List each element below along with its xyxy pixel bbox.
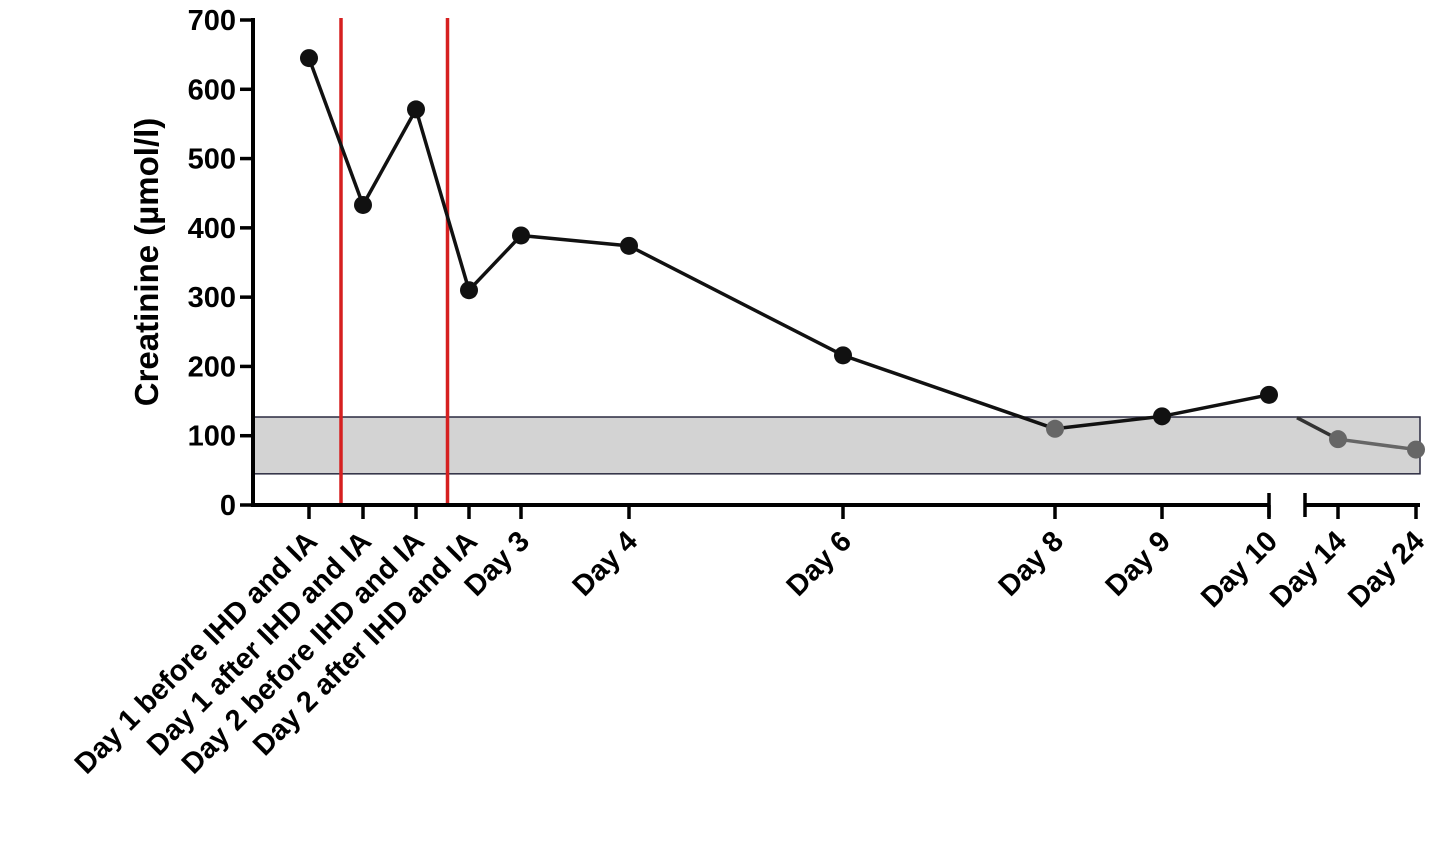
x-tick-label-12: Day 24 (1342, 525, 1431, 614)
series-segment-8 (1054, 414, 1163, 431)
data-point-7 (834, 346, 852, 365)
series-segment-11 (1337, 437, 1417, 452)
data-point-6 (620, 236, 638, 255)
x-tick-label-10: Day 10 (1195, 525, 1284, 614)
y-tick-label-300: 300 (188, 282, 236, 314)
data-point-8 (1046, 419, 1064, 438)
data-point-9 (1153, 407, 1171, 426)
x-tick-label-6: Day 4 (567, 525, 644, 602)
data-point-5 (512, 226, 530, 245)
data-point-10 (1260, 385, 1278, 404)
x-tick-label-9: Day 9 (1100, 525, 1177, 602)
series-segment-4 (467, 234, 523, 292)
y-tick-label-200: 200 (188, 351, 236, 383)
intervention-lines-layer (339, 18, 450, 505)
series-layer (300, 49, 1425, 459)
data-point-4 (460, 281, 478, 300)
series-segment-1 (307, 57, 365, 206)
y-axis-label: Creatinine (µmol/l) (128, 118, 165, 407)
y-tick-label-100: 100 (188, 421, 236, 453)
y-tick-label-400: 400 (188, 213, 236, 245)
data-point-12 (1407, 440, 1425, 459)
data-point-1 (300, 49, 318, 68)
series-segment-7 (842, 353, 1056, 431)
x-tick-label-8: Day 8 (993, 525, 1070, 602)
data-point-11 (1329, 430, 1347, 449)
x-tick-label-11: Day 14 (1264, 525, 1353, 614)
data-point-2 (354, 195, 372, 214)
series-segment-2 (361, 108, 418, 206)
data-point-3 (407, 100, 425, 119)
y-tick-labels: 0 100 200 300 400 500 600 700 (188, 5, 236, 522)
series-segment-9 (1161, 393, 1270, 419)
reference-range-layer (252, 416, 1421, 475)
x-tick-label-7: Day 6 (781, 525, 858, 602)
y-tick-label-700: 700 (188, 5, 236, 37)
axes-layer (240, 18, 1420, 519)
series-segment-3 (414, 108, 471, 291)
series-segment-5 (520, 233, 630, 248)
y-tick-label-0: 0 (220, 490, 236, 522)
series-segment-6 (628, 244, 844, 357)
reference-range-band (252, 416, 1421, 475)
y-tick-label-500: 500 (188, 144, 236, 176)
y-tick-label-600: 600 (188, 74, 236, 106)
